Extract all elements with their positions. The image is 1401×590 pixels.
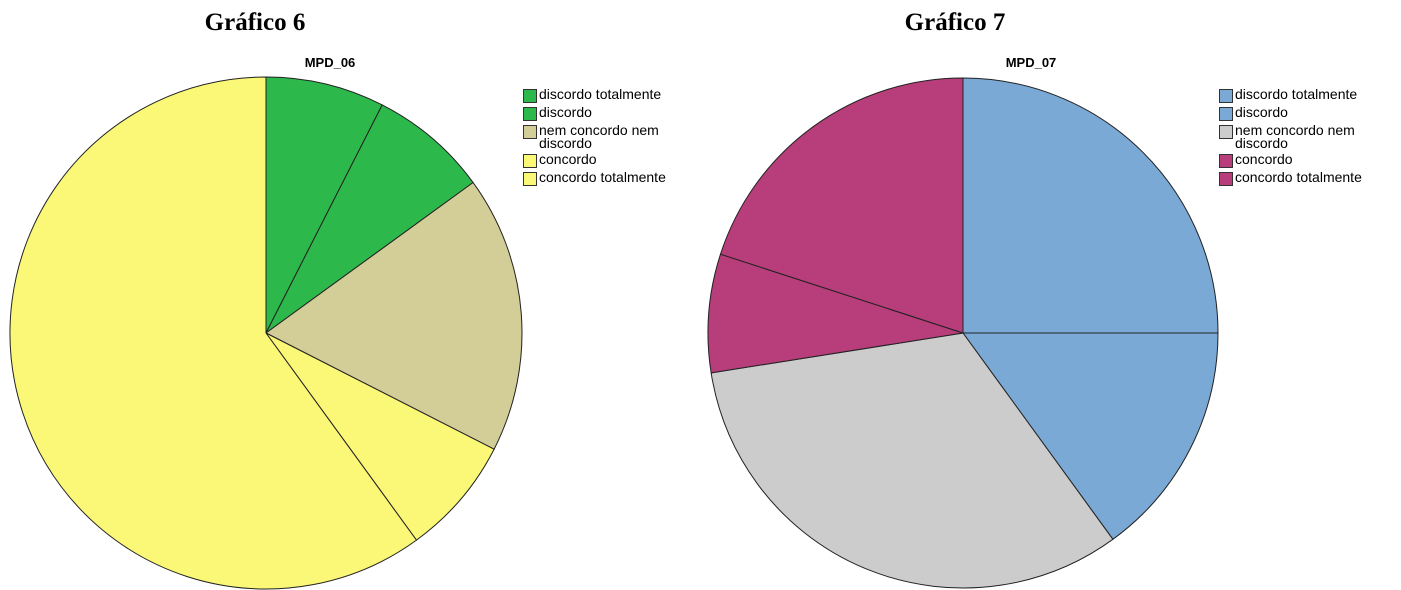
chart-heading: Gráfico 7 — [905, 9, 1006, 36]
legend: discordo totalmente discordo nem concordo … — [1219, 86, 1389, 189]
chart-title: MPD_06 — [305, 55, 356, 70]
chart-title: MPD_07 — [1006, 55, 1057, 70]
legend-swatch — [523, 125, 537, 139]
legend-swatch — [1219, 107, 1233, 121]
legend-label: discordo — [1235, 104, 1288, 120]
legend-label: concordo totalmente — [539, 169, 666, 185]
legend-entry: concordo — [1219, 151, 1389, 168]
pie-slice — [9, 76, 418, 590]
legend-entry: concordo totalmente — [523, 169, 693, 186]
pie-slice — [265, 104, 474, 334]
chart-heading: Gráfico 6 — [205, 9, 306, 36]
legend-swatch — [523, 107, 537, 121]
pie-slice — [962, 77, 1219, 334]
legend-entry: discordo totalmente — [523, 86, 693, 103]
legend-swatch — [523, 154, 537, 168]
legend-entry: discordo — [523, 104, 693, 121]
pie-slice — [707, 253, 964, 374]
legend-swatch — [1219, 172, 1233, 186]
pie-slice — [719, 77, 964, 334]
legend-entry: nem concordo nem discordo — [523, 122, 693, 151]
legend-swatch — [1219, 125, 1233, 139]
legend-label: discordo totalmente — [539, 86, 662, 102]
legend-entry: concordo — [523, 151, 693, 168]
legend-label: nem concordo nem discordo — [539, 122, 659, 151]
legend-label: discordo totalmente — [1235, 86, 1358, 102]
legend-entry: concordo totalmente — [1219, 169, 1389, 186]
legend-entry: discordo totalmente — [1219, 86, 1389, 103]
legend-label: concordo totalmente — [1235, 169, 1362, 185]
legend-label: concordo — [1235, 151, 1293, 167]
legend-label: nem concordo nem discordo — [1235, 122, 1355, 151]
legend: discordo totalmente discordo nem concordo … — [523, 86, 693, 189]
pie-slice — [265, 181, 523, 450]
legend-swatch — [1219, 89, 1233, 103]
pie-slice — [265, 332, 495, 541]
legend-swatch — [523, 172, 537, 186]
pie-slice — [710, 332, 1114, 589]
pie-slice — [265, 76, 383, 334]
legend-label: concordo — [539, 151, 597, 167]
legend-entry: discordo — [1219, 104, 1389, 121]
pie-slice — [962, 332, 1219, 540]
legend-label: discordo — [539, 104, 592, 120]
legend-swatch — [1219, 154, 1233, 168]
legend-entry: nem concordo nem discordo — [1219, 122, 1389, 151]
legend-swatch — [523, 89, 537, 103]
